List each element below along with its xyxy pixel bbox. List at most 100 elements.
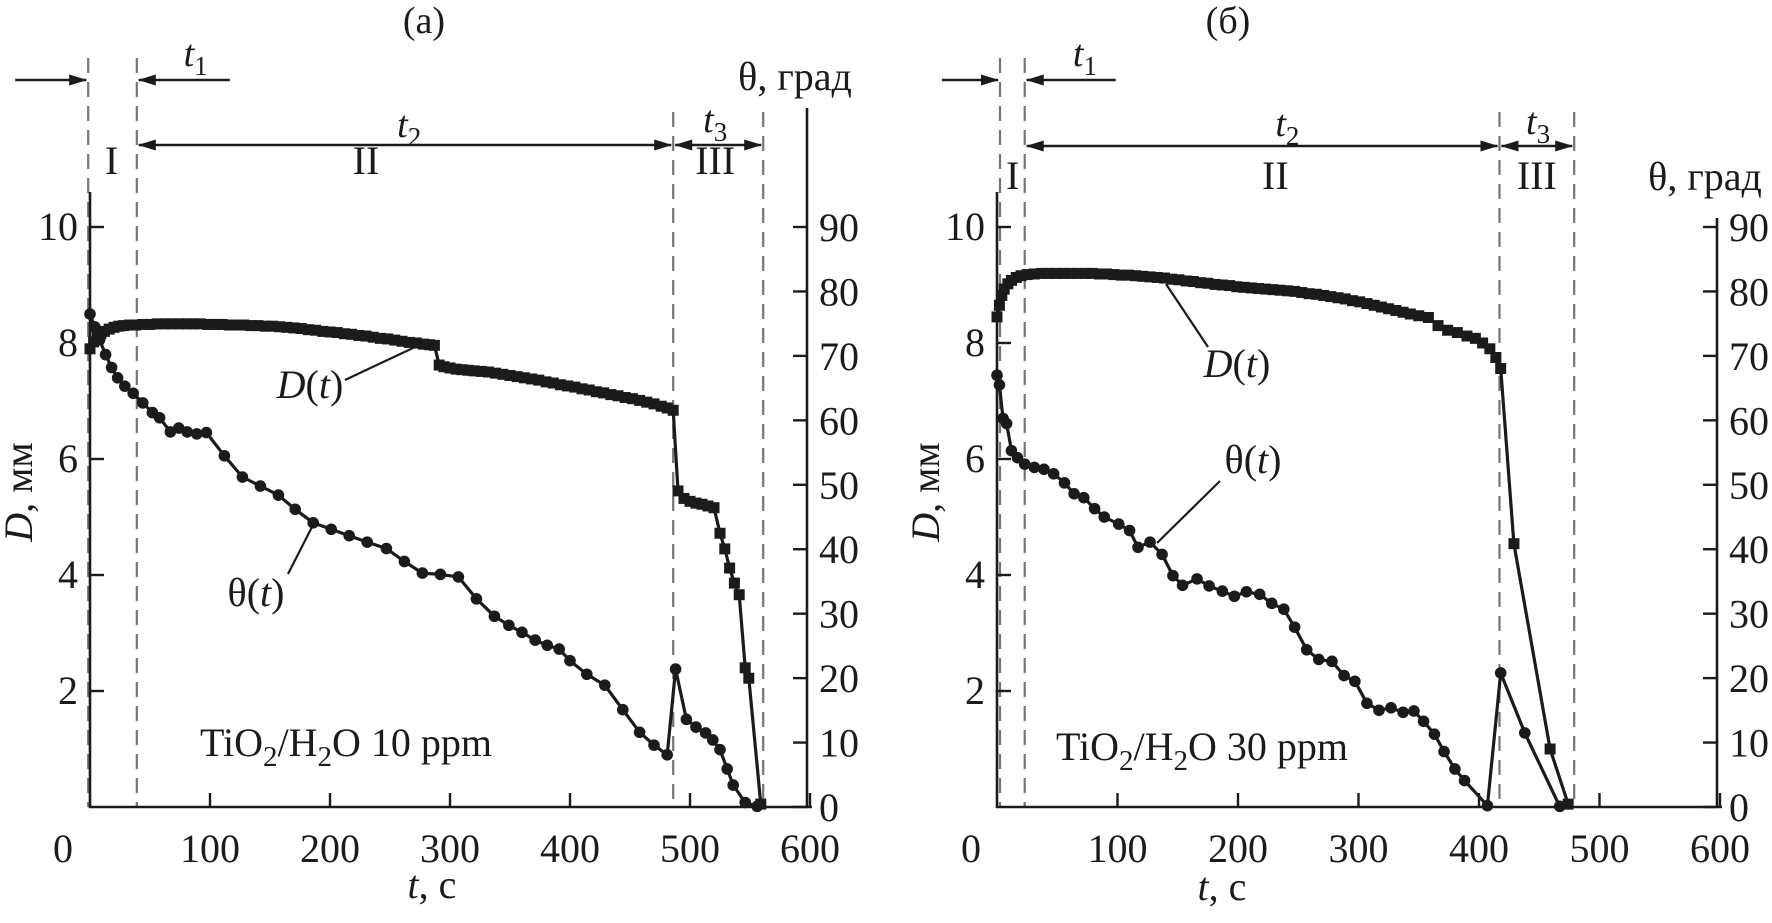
marker-square (598, 387, 610, 399)
marker-square (497, 368, 509, 380)
y-right-tick-label: 80 (819, 269, 859, 314)
marker-square (562, 380, 574, 392)
y-right-tick-label-part: 60 (1729, 398, 1769, 443)
x-tick-label-part: 300 (1329, 826, 1389, 871)
y-right-tick-label-part: 10 (819, 721, 859, 766)
marker-square (1422, 311, 1434, 323)
marker-circle (93, 333, 106, 346)
y-right-axis-title-part: θ, град (1648, 154, 1762, 199)
marker-square (547, 377, 559, 389)
interval-label-part: t (1073, 33, 1085, 75)
x-tick-label: 600 (780, 826, 840, 871)
y-right-tick-label: 90 (819, 205, 859, 250)
marker-square (1144, 271, 1156, 283)
marker-circle (516, 626, 528, 639)
marker-circle (1240, 585, 1253, 598)
interval-arrowhead (137, 139, 156, 151)
marker-circle (1494, 667, 1507, 679)
marker-square (1325, 291, 1337, 303)
x-tick-label-part: 0 (53, 826, 73, 871)
marker-square (223, 319, 235, 331)
marker-square (475, 365, 487, 377)
marker-circle (1112, 518, 1125, 530)
marker-square (1432, 320, 1444, 332)
interval-arrowhead (137, 74, 156, 86)
marker-circle (1449, 763, 1461, 775)
marker-circle (236, 471, 249, 483)
marker-circle (1397, 706, 1409, 719)
region-label-part: I (105, 138, 118, 183)
marker-circle (153, 411, 166, 424)
marker-square (389, 334, 401, 346)
x-tick-label-part: 200 (1208, 826, 1268, 871)
annotation-theta-label-part: t (1257, 437, 1269, 482)
interval-label-part: 2 (408, 122, 422, 152)
y-right-tick-label-part: 90 (1729, 205, 1769, 250)
marker-square (1477, 337, 1489, 349)
annotation-D-label-part: ( (1233, 341, 1246, 386)
region-label-part: III (1517, 153, 1557, 198)
marker-square (331, 327, 343, 339)
y-right-tick-label: 50 (1729, 463, 1769, 508)
marker-square (1267, 284, 1279, 296)
annotation-theta-label-part: ) (271, 570, 284, 615)
y-right-axis-title: θ, град (738, 54, 852, 99)
marker-square (702, 500, 714, 512)
marker-square (1303, 288, 1315, 300)
marker-circle (599, 679, 611, 691)
marker-circle (1253, 588, 1266, 601)
y-right-tick-label: 20 (1729, 656, 1769, 701)
y-right-tick-label-part: 0 (819, 785, 839, 830)
region-label: II (353, 138, 380, 183)
marker-circle (1038, 463, 1050, 476)
y-left-axis-title-part: , мм (903, 442, 948, 513)
x-tick-label-part: 600 (1690, 826, 1750, 871)
interval-label-part: t (1526, 101, 1538, 143)
marker-square (991, 311, 1003, 323)
marker-circle (127, 387, 139, 400)
annotation-theta-label-part: θ( (1225, 437, 1257, 482)
marker-square (655, 400, 667, 412)
marker-square (1216, 279, 1228, 291)
marker-circle (1553, 800, 1566, 813)
x-tick-label: 300 (420, 826, 480, 871)
marker-circle (254, 480, 267, 492)
marker-circle (690, 721, 702, 733)
region-label-part: II (353, 138, 380, 183)
marker-square (202, 318, 214, 330)
marker-square (317, 325, 329, 337)
marker-circle (1000, 417, 1013, 430)
x-tick-label-part: 300 (420, 826, 480, 871)
marker-circle (200, 426, 213, 439)
annotation-D-label-part: t (1246, 341, 1258, 386)
marker-circle (633, 726, 646, 739)
interval-label-part: t (1275, 103, 1287, 145)
annotation-D-pointer-line (344, 339, 431, 381)
marker-square (1484, 343, 1496, 355)
marker-square (1390, 305, 1402, 317)
x-tick-label: 400 (540, 826, 600, 871)
x-tick-label: 0 (53, 826, 73, 871)
marker-circle (325, 523, 338, 536)
marker-square (1318, 289, 1330, 301)
interval-arrowhead (744, 139, 763, 151)
y-right-tick-label-part: 20 (819, 656, 859, 701)
marker-circle (661, 749, 673, 761)
x-tick-label-part: 600 (780, 826, 840, 871)
marker-square (1036, 267, 1048, 279)
marker-circle (1326, 655, 1338, 668)
marker-circle (119, 380, 131, 392)
y-left-tick-label: 10 (38, 204, 78, 249)
marker-square (678, 492, 690, 504)
marker-circle (617, 703, 629, 716)
x-tick-label-part: 100 (1088, 826, 1148, 871)
y-left-axis-title: D, мм (0, 442, 41, 543)
marker-square (569, 381, 581, 393)
marker-circle (289, 503, 302, 516)
marker-circle (680, 713, 693, 726)
x-tick-label-part: 400 (540, 826, 600, 871)
y-right-tick-label: 70 (819, 334, 859, 379)
y-right-tick-label: 50 (819, 463, 859, 508)
y-right-tick-label-part: 0 (1729, 785, 1749, 830)
marker-circle (1228, 590, 1241, 603)
